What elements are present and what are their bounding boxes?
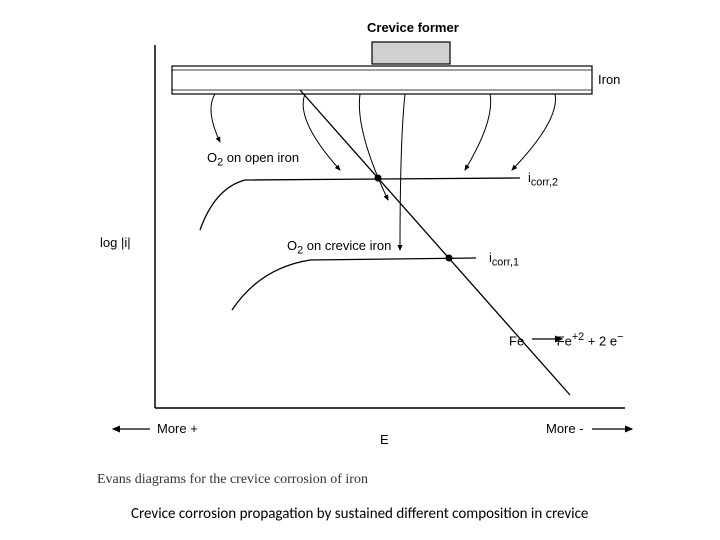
anodic-reaction: Fe Fe+2 + 2 e− xyxy=(509,331,623,348)
lower-curve-label: O2 on crevice iron xyxy=(287,238,391,257)
iron-label: Iron xyxy=(598,72,620,87)
evans-diagram: Crevice former Iron log |i| O2 on open i… xyxy=(0,0,720,540)
x-left-label: More + xyxy=(157,421,198,436)
icorr1-label: icorr,1 xyxy=(489,250,519,269)
figure-caption: Evans diagrams for the crevice corrosion… xyxy=(97,472,368,488)
y-axis-label: log |i| xyxy=(100,235,131,250)
icorr2-label: icorr,2 xyxy=(528,170,558,189)
x-right-label: More - xyxy=(546,421,584,436)
title-label: Crevice former xyxy=(367,20,459,35)
bottom-note: Crevice corrosion propagation by sustain… xyxy=(131,505,588,523)
x-axis-label: E xyxy=(380,432,389,447)
upper-curve-label: O2 on open iron xyxy=(207,150,299,169)
